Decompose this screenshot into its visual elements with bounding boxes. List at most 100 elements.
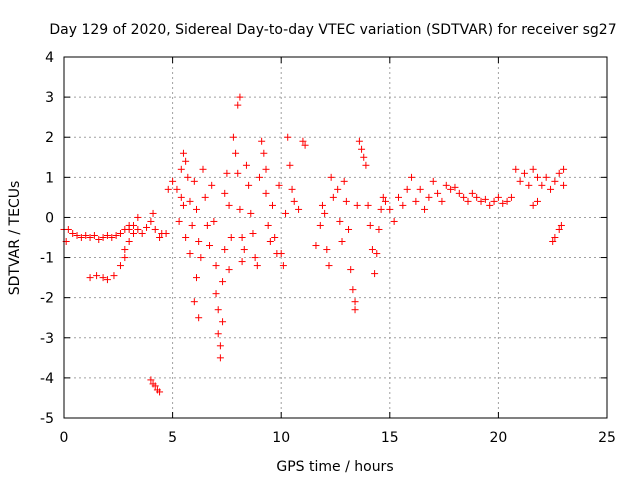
data-point xyxy=(110,272,118,280)
data-point xyxy=(329,193,337,201)
data-point xyxy=(216,354,224,362)
data-point xyxy=(318,201,326,209)
data-point xyxy=(151,225,159,233)
data-point xyxy=(555,225,563,233)
data-point xyxy=(199,165,207,173)
data-point xyxy=(247,209,255,217)
data-point xyxy=(316,221,324,229)
data-point xyxy=(529,201,537,209)
data-point xyxy=(249,229,257,237)
data-point xyxy=(262,165,270,173)
x-tick-label: 15 xyxy=(381,430,399,446)
data-point xyxy=(73,231,81,239)
data-point xyxy=(490,197,498,205)
data-point xyxy=(486,201,494,209)
data-point xyxy=(375,225,383,233)
data-point xyxy=(121,254,129,262)
data-point xyxy=(253,262,261,270)
data-point xyxy=(82,231,90,239)
data-point xyxy=(179,149,187,157)
data-point xyxy=(288,185,296,193)
data-point xyxy=(69,229,77,237)
data-point xyxy=(210,217,218,225)
data-point xyxy=(242,161,250,169)
chart-title: Day 129 of 2020, Sidereal Day-to-day VTE… xyxy=(49,22,616,38)
data-point xyxy=(377,205,385,213)
data-point xyxy=(112,231,120,239)
data-point xyxy=(503,197,511,205)
data-point xyxy=(238,258,246,266)
data-point xyxy=(266,238,274,246)
data-point xyxy=(362,161,370,169)
y-tick-label: -4 xyxy=(40,371,54,387)
data-point xyxy=(353,201,361,209)
data-point xyxy=(147,217,155,225)
data-point xyxy=(203,221,211,229)
data-point xyxy=(403,185,411,193)
data-point xyxy=(340,177,348,185)
data-point xyxy=(260,149,268,157)
data-point xyxy=(125,225,133,233)
data-point xyxy=(138,229,146,237)
data-point xyxy=(221,246,229,254)
data-point xyxy=(156,234,164,241)
data-point xyxy=(251,254,259,262)
y-tick-label: 2 xyxy=(45,130,54,146)
data-point xyxy=(179,201,187,209)
data-point xyxy=(464,197,472,205)
data-point xyxy=(507,193,515,201)
data-point xyxy=(275,181,283,189)
data-point xyxy=(201,193,209,201)
data-point xyxy=(240,246,248,254)
data-point xyxy=(227,234,235,241)
data-point xyxy=(156,388,164,396)
data-point xyxy=(364,201,372,209)
data-point xyxy=(173,185,181,193)
data-point xyxy=(551,234,559,241)
data-point xyxy=(219,318,227,326)
data-point xyxy=(549,238,557,246)
data-point xyxy=(279,262,287,270)
data-point xyxy=(412,197,420,205)
data-point xyxy=(223,169,231,177)
data-point xyxy=(336,217,344,225)
data-point xyxy=(116,229,124,237)
data-point xyxy=(351,298,359,306)
data-point xyxy=(327,173,335,181)
data-point xyxy=(334,185,342,193)
data-point xyxy=(358,145,366,153)
data-point xyxy=(355,137,363,145)
x-tick-label: 10 xyxy=(272,430,290,446)
data-point xyxy=(149,209,157,217)
data-point xyxy=(182,157,190,165)
data-point xyxy=(116,262,124,270)
data-point xyxy=(421,205,429,213)
data-point xyxy=(236,205,244,213)
y-tick-label: 3 xyxy=(45,90,54,106)
data-point xyxy=(325,262,333,270)
data-point xyxy=(234,101,242,109)
data-point xyxy=(473,193,481,201)
data-point xyxy=(373,250,381,258)
data-point xyxy=(460,193,468,201)
data-point xyxy=(245,181,253,189)
y-tick-label: -3 xyxy=(40,331,54,347)
data-point xyxy=(175,217,183,225)
data-point xyxy=(284,133,292,141)
data-point xyxy=(216,342,224,350)
data-point xyxy=(349,286,357,294)
data-point xyxy=(197,254,205,262)
data-point xyxy=(301,141,309,149)
data-point xyxy=(499,199,507,207)
y-tick-label: 1 xyxy=(45,170,54,186)
data-point xyxy=(108,234,116,241)
y-tick-label: -2 xyxy=(40,291,54,307)
data-point xyxy=(225,266,233,274)
data-point xyxy=(182,234,190,241)
data-point xyxy=(212,262,220,270)
data-point xyxy=(390,217,398,225)
data-point xyxy=(312,242,320,250)
data-point xyxy=(394,193,402,201)
data-point xyxy=(408,173,416,181)
